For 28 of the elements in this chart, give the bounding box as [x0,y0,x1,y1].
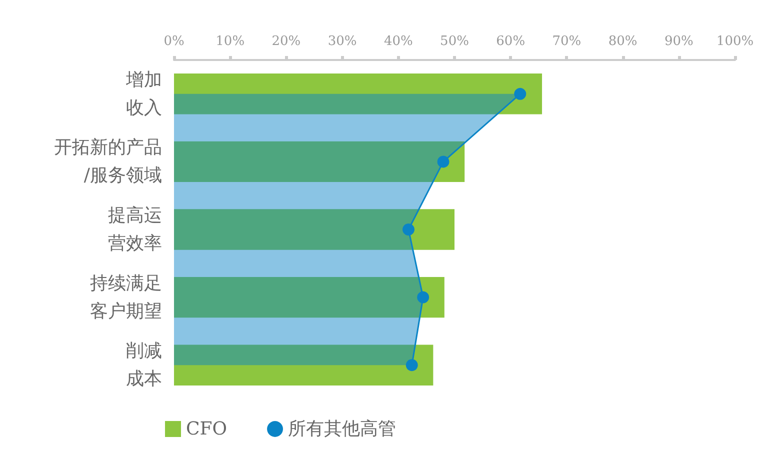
x-tick-label: 20% [272,34,301,49]
x-tick-label: 70% [552,34,582,49]
y-tick-label: 持续满足客户期望 [90,272,162,322]
bar [174,276,444,318]
x-tick-label: 40% [384,34,413,49]
y-tick-label: 削减成本 [126,340,162,390]
legend-label: CFO [186,418,228,440]
x-tick-label: 50% [440,34,469,49]
y-tick-label: 开拓新的产品/服务领域 [54,137,162,186]
point [402,224,414,236]
x-tick-label: 10% [216,34,245,49]
x-tick-label: 90% [664,34,694,49]
point [417,291,430,304]
bar [174,344,434,386]
bar [174,74,542,114]
bar [174,209,454,250]
point [406,359,418,372]
x-tick-label: 60% [496,34,526,49]
bar [174,141,465,182]
legend-label: 所有其他高管 [288,418,396,440]
point [514,88,526,100]
x-tick-label: 80% [608,34,638,49]
y-tick-label: 提高运营效率 [108,205,162,254]
y-tick-label: 增加收入 [125,69,162,118]
x-tick-label: 100% [716,34,754,49]
x-tick-label: 30% [328,34,357,49]
x-tick-label: 0% [164,34,184,49]
point [437,156,450,168]
